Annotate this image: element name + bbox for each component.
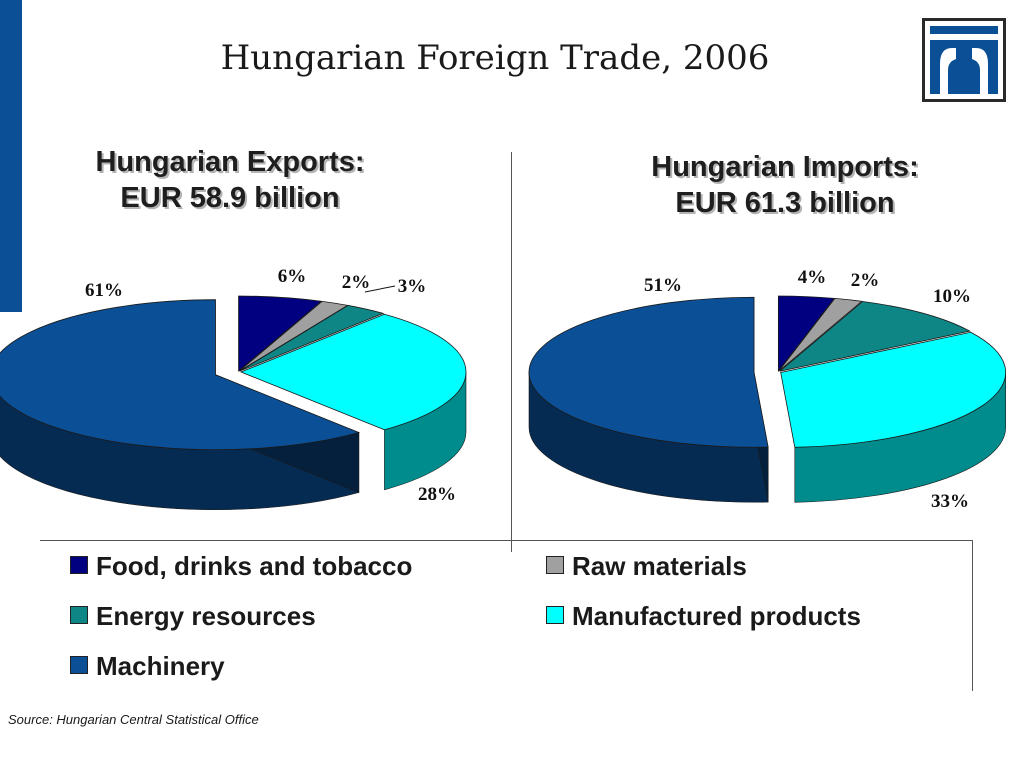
exports-chart-title: Hungarian Exports: EUR 58.9 billion [40,144,420,216]
pie-slice-food [777,295,836,373]
pie-slice-raw [778,297,863,372]
legend-swatch-machinery [70,656,88,675]
imports-title-line1: Hungarian Imports: [651,151,919,183]
exports-title-line1: Hungarian Exports: [95,146,365,178]
pie-slice-energy [779,301,972,372]
pie-label-energy: 10% [933,286,971,307]
pie-label-machinery: 61% [85,280,123,301]
legend-item-manufactured: Manufactured products [546,601,861,632]
legend-swatch-raw [546,556,564,575]
pie-slice-energy [239,305,385,372]
legend-item-food: Food, drinks and tobacco [70,551,412,582]
pie-exports: 6% 2% 3% 28% 61% [0,266,467,510]
imports-title-line2: EUR 61.3 billion [675,187,895,219]
pie-label-raw: 2% [342,272,371,293]
legend-label-energy: Energy resources [96,601,316,631]
pie-label-raw: 2% [851,270,880,291]
legend-label-manufactured: Manufactured products [572,601,861,631]
pie-label-food: 4% [798,267,827,288]
pie-slice-machinery [0,299,361,451]
page-title: Hungarian Foreign Trade, 2006 [220,38,770,78]
legend: Food, drinks and tobacco Raw materials E… [40,540,973,691]
imports-chart-title: Hungarian Imports: EUR 61.3 billion [600,149,970,221]
pie-imports: 4% 2% 10% 33% 51% [528,267,1007,512]
legend-item-machinery: Machinery [70,651,225,682]
pie-slice-food [238,295,323,372]
pie-slice-manufactured [780,331,1007,448]
bridge-logo-icon [922,18,1006,102]
exports-title-line2: EUR 58.9 billion [120,182,340,214]
legend-item-raw: Raw materials [546,551,747,582]
pie-leader-line [364,285,396,293]
pie-charts: 6% 2% 3% 28% 61% 4% 2% 10% 33% 51% [0,266,1007,512]
source-note: Source: Hungarian Central Statistical Of… [8,712,259,727]
pie-label-manufactured: 33% [931,491,969,512]
legend-label-machinery: Machinery [96,651,225,681]
legend-swatch-energy [70,606,88,625]
legend-swatch-manufactured [546,606,564,625]
chart-divider [511,152,512,552]
legend-label-raw: Raw materials [572,551,747,581]
pie-label-machinery: 51% [644,275,682,296]
legend-label-food: Food, drinks and tobacco [96,551,413,581]
pie-label-energy: 3% [398,276,427,297]
pie-slice-manufactured [239,313,467,431]
left-accent-bar [0,0,22,312]
pie-label-food: 6% [278,266,307,287]
pie-slice-machinery [528,296,769,448]
pie-label-manufactured: 28% [418,484,456,505]
legend-item-energy: Energy resources [70,601,316,632]
legend-swatch-food [70,556,88,575]
